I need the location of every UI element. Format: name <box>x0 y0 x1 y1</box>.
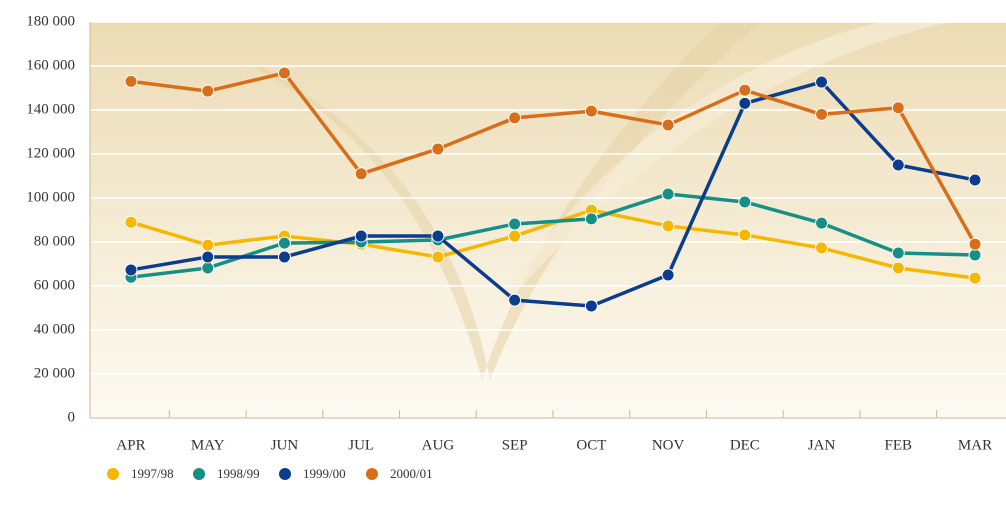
legend-label: 2000/01 <box>390 466 433 481</box>
series-line <box>130 192 976 279</box>
data-point <box>815 216 829 230</box>
data-point <box>431 142 445 156</box>
legend-label: 1999/00 <box>303 466 346 481</box>
data-point <box>201 238 215 252</box>
data-point <box>584 212 598 226</box>
y-tick-label: 40 000 <box>34 321 75 337</box>
data-point <box>508 229 522 243</box>
data-point <box>508 293 522 307</box>
data-point <box>124 263 138 277</box>
x-tick-label: FEB <box>885 437 913 453</box>
data-point <box>815 75 829 89</box>
y-tick-label: 80 000 <box>34 233 75 249</box>
data-point <box>661 187 675 201</box>
data-point <box>738 83 752 97</box>
data-point <box>891 158 905 172</box>
data-point <box>968 271 982 285</box>
y-tick-label: 100 000 <box>26 189 75 205</box>
legend-marker <box>193 468 205 480</box>
decoration <box>250 22 760 380</box>
x-tick-label: AUG <box>422 437 455 453</box>
data-point <box>738 195 752 209</box>
data-point <box>738 228 752 242</box>
data-point <box>891 261 905 275</box>
data-point <box>124 215 138 229</box>
x-tick-label: OCT <box>576 437 606 453</box>
data-point <box>124 74 138 88</box>
plot-background <box>90 22 1006 418</box>
data-point <box>277 66 291 80</box>
data-point <box>431 229 445 243</box>
legend-marker <box>366 468 378 480</box>
x-tick-label: APR <box>116 437 145 453</box>
legend-marker <box>107 468 119 480</box>
data-point <box>815 241 829 255</box>
x-tick-label: JAN <box>808 437 836 453</box>
x-tick-label: DEC <box>730 437 760 453</box>
data-point <box>968 237 982 251</box>
data-point <box>354 229 368 243</box>
data-point <box>815 107 829 121</box>
y-tick-label: 140 000 <box>26 101 75 117</box>
y-tick-label: 120 000 <box>26 145 75 161</box>
data-point <box>968 173 982 187</box>
y-tick-label: 160 000 <box>26 57 75 73</box>
y-tick-label: 60 000 <box>34 277 75 293</box>
data-point <box>201 84 215 98</box>
legend-marker <box>279 468 291 480</box>
data-point <box>201 261 215 275</box>
y-tick-label: 180 000 <box>26 13 75 29</box>
data-point <box>431 250 445 264</box>
legend-label: 1997/98 <box>131 466 174 481</box>
x-tick-label: SEP <box>502 437 528 453</box>
y-tick-label: 0 <box>68 409 76 425</box>
data-point <box>508 111 522 125</box>
x-tick-label: MAR <box>958 437 992 453</box>
data-point <box>891 246 905 260</box>
data-point <box>201 250 215 264</box>
data-point <box>661 118 675 132</box>
data-point <box>661 219 675 233</box>
x-tick-label: NOV <box>652 437 685 453</box>
data-point <box>584 104 598 118</box>
data-point <box>968 248 982 262</box>
data-point <box>891 101 905 115</box>
data-point <box>584 299 598 313</box>
data-point <box>354 167 368 181</box>
y-tick-label: 20 000 <box>34 365 75 381</box>
legend-label: 1998/99 <box>217 466 260 481</box>
data-point <box>277 236 291 250</box>
series-line <box>130 71 977 246</box>
x-tick-label: MAY <box>191 437 225 453</box>
plot: 0 20 000 40 000 60 000 80 000 100 000 120 000 1… <box>26 13 1006 481</box>
data-point <box>277 250 291 264</box>
series-line <box>130 80 976 308</box>
data-point <box>738 96 752 110</box>
data-point <box>661 268 675 282</box>
x-tick-label: JUN <box>271 437 299 453</box>
x-tick-label: JUL <box>348 437 374 453</box>
data-point <box>508 217 522 231</box>
